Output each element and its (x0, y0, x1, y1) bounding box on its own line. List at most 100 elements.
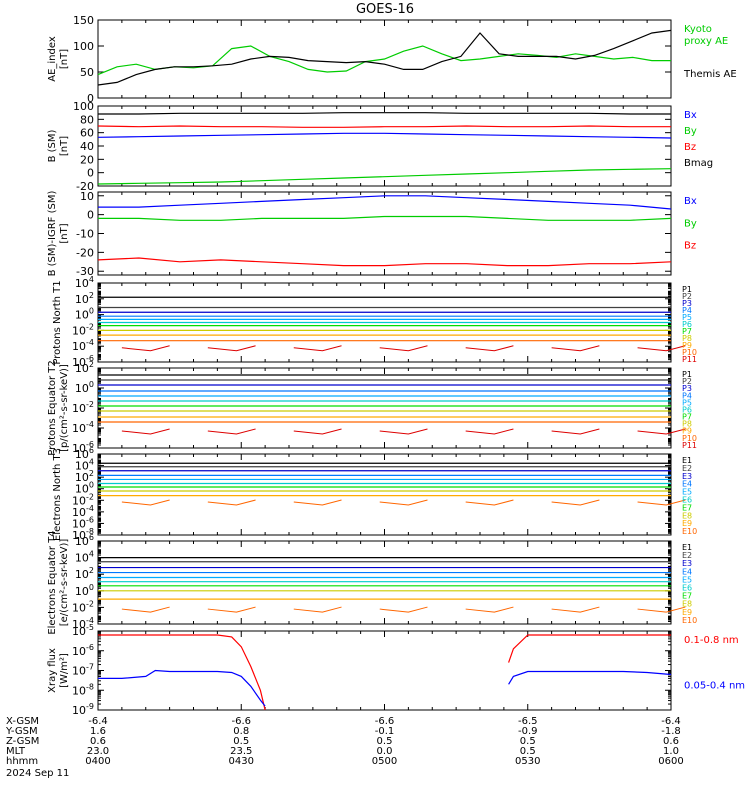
y-tick-label: 104 (75, 550, 94, 565)
series-line-bz (97, 125, 671, 128)
y-tick-exponent: -5 (86, 623, 94, 632)
axis-row-value: -6.5 (518, 716, 538, 727)
channel-line-e10 (637, 499, 686, 506)
legend-bz: Bz (684, 142, 696, 153)
legend-0-1-0-8-nm: 0.1-0.8 nm (684, 635, 739, 646)
y-tick-label: 100 (75, 307, 94, 322)
legend-p5: P5 (682, 313, 692, 322)
channel-line-e10 (207, 606, 256, 613)
channel-line-p11 (207, 428, 256, 435)
y-tick-exponent: -2 (86, 492, 94, 501)
y-tick-label: 0 (87, 167, 94, 180)
y-tick-exponent: 0 (89, 481, 94, 490)
axis-row-value: 0.5 (377, 736, 393, 747)
y-tick-label: 10-4 (72, 338, 94, 353)
y-tick-exponent: -9 (86, 702, 94, 711)
channel-line-p11 (293, 428, 342, 435)
y-tick-exponent: -2 (86, 599, 94, 608)
panel-frame (97, 630, 672, 711)
legend-e2: E2 (682, 551, 692, 560)
channel-line-p11 (637, 428, 686, 435)
panel-frame (97, 540, 672, 625)
y-tick-label: 60 (80, 127, 94, 140)
channel-line-e10 (465, 606, 514, 613)
y-tick-exponent: 2 (89, 360, 94, 369)
y-tick-exponent: 6 (89, 533, 94, 542)
legend-e6: E6 (682, 496, 692, 505)
legend-e1: E1 (682, 456, 692, 465)
axis-row-value: -6.4 (661, 716, 681, 727)
y-tick-exponent: -8 (86, 682, 94, 691)
axis-row-label: hhmm (6, 756, 38, 767)
panel-5: Protons Equator T2 [p/(cm²-s-sr-keV)] 102 1… (47, 360, 697, 456)
y-tick-exponent: 2 (89, 566, 94, 575)
y-axis-label: B (SM) (47, 129, 58, 162)
y-tick-exponent: 0 (89, 583, 94, 592)
legend-e7: E7 (682, 592, 692, 601)
series-line-themis-ae (97, 29, 672, 86)
series-line-bx (98, 195, 672, 210)
channel-line-p11 (379, 428, 428, 435)
legend-p1: P1 (682, 370, 692, 379)
axis-row-value: -0.9 (518, 726, 538, 737)
legend-kyoto-proxy-ae: proxy AE (684, 36, 728, 47)
legend-p8: P8 (682, 420, 692, 429)
channel-line-e10 (121, 499, 170, 506)
channel-line-p11 (465, 428, 514, 435)
axis-row-value: 0.6 (90, 736, 106, 747)
y-axis-units: [e/(cm²-s-sr-keV)] (59, 539, 70, 627)
y-axis-units: [W/m²] (59, 653, 70, 688)
axis-row-value: -6.6 (231, 716, 251, 727)
channel-line-p11 (637, 345, 686, 352)
y-tick-label: 102 (75, 291, 94, 306)
legend-p11: P11 (682, 355, 697, 364)
channel-line-p11 (551, 345, 600, 352)
legend-p1: P1 (682, 285, 692, 294)
y-tick-exponent: 4 (89, 458, 94, 467)
axis-row-value: 0600 (658, 756, 683, 767)
axis-row-label: Y-GSM (5, 726, 38, 737)
y-axis-label: Protons Equator T2 (47, 360, 58, 456)
y-axis-label: Xray flux (47, 648, 58, 693)
axis-row-value: 0430 (229, 756, 254, 767)
channel-line-e10 (293, 499, 342, 506)
channel-line-p11 (379, 345, 428, 352)
y-tick-label: 10-4 (72, 420, 94, 435)
axis-row-value: 0.5 (233, 736, 249, 747)
channel-line-p11 (121, 428, 170, 435)
y-tick-label: 100 (73, 40, 94, 53)
axis-row-value: 0.6 (663, 736, 679, 747)
legend-p5: P5 (682, 398, 692, 407)
axis-row-label: Z-GSM (6, 736, 39, 747)
y-tick-exponent: -2 (86, 322, 94, 331)
axis-row-value: 0500 (372, 756, 397, 767)
y-axis-units: [nT] (59, 49, 70, 69)
panel-frame (97, 105, 672, 187)
legend-p11: P11 (682, 441, 697, 450)
y-tick-label: 0 (87, 209, 94, 222)
y-axis-label: Protons North T1 (52, 280, 63, 364)
legend-bz: Bz (684, 241, 696, 252)
axis-row-value: -1.8 (661, 726, 681, 737)
axis-row-value: 1.0 (663, 746, 679, 757)
legend-p10: P10 (682, 348, 697, 357)
legend-bx: Bx (684, 110, 697, 121)
y-tick-label: 50 (80, 66, 94, 79)
y-axis-units: [nT] (59, 223, 70, 243)
bottom-axis-table: X-GSM -6.4 -6.6 -6.6 -6.5 -6.4 Y-GSM 1.6 0.8 -0.1… (5, 716, 684, 779)
axis-row-label: MLT (6, 746, 26, 757)
axis-row-value: 0530 (515, 756, 540, 767)
legend-e9: E9 (682, 608, 692, 617)
y-tick-label: 0 (87, 92, 94, 105)
legend-p2: P2 (682, 292, 692, 301)
y-tick-exponent: 2 (89, 469, 94, 478)
y-tick-label: 20 (80, 153, 94, 166)
y-tick-label: 102 (75, 360, 94, 375)
y-tick-exponent: -8 (86, 527, 94, 536)
legend-p6: P6 (682, 320, 692, 329)
y-tick-exponent: -6 (86, 440, 94, 449)
series-line-by (98, 215, 672, 221)
y-tick-label: 102 (75, 566, 94, 581)
